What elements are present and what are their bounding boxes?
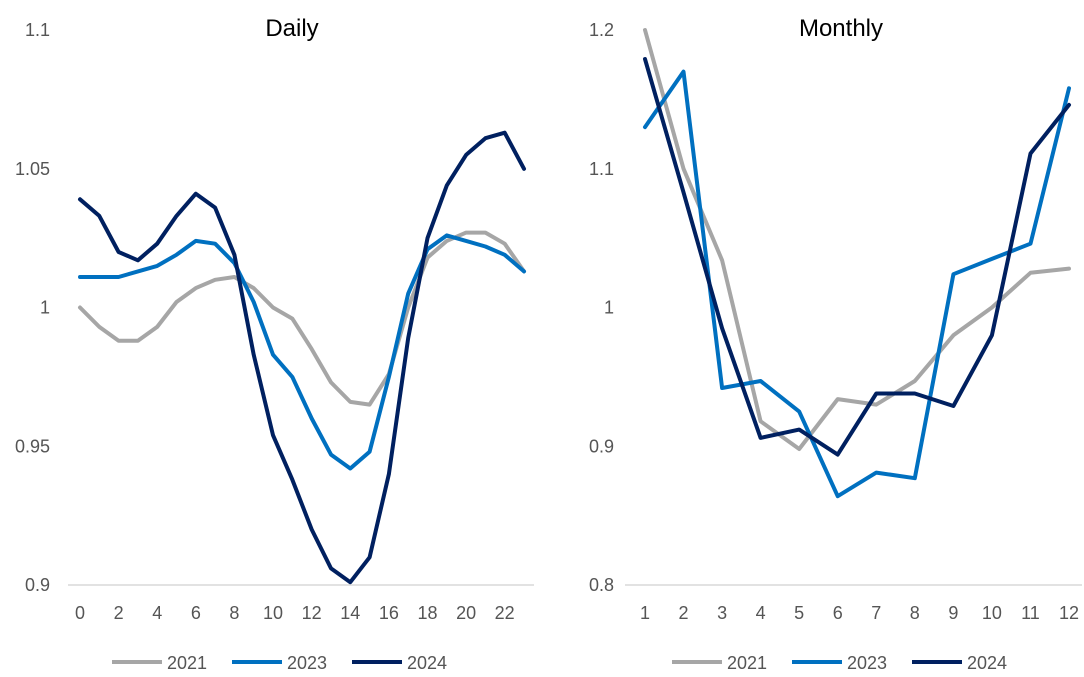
monthly-x-tick-label: 1 <box>640 603 650 623</box>
monthly-x-tick-label: 12 <box>1059 603 1079 623</box>
monthly-x-tick-label: 2 <box>679 603 689 623</box>
daily-series-2024-line <box>78 130 526 585</box>
monthly-x-tick-label: 4 <box>756 603 766 623</box>
daily-x-tick-label: 14 <box>340 603 360 623</box>
monthly-x-tick-label: 10 <box>982 603 1002 623</box>
daily-x-tick-label: 2 <box>114 603 124 623</box>
daily-x-tick-label: 10 <box>263 603 283 623</box>
monthly-y-tick-label: 1 <box>604 298 614 318</box>
daily-series-2021-line <box>78 230 526 407</box>
monthly-x-tick-label: 6 <box>833 603 843 623</box>
daily-x-tick-label: 12 <box>302 603 322 623</box>
daily-x-tick-label: 0 <box>75 603 85 623</box>
daily-series-2023-line <box>78 233 526 471</box>
monthly-x-tick-label: 3 <box>717 603 727 623</box>
daily-x-tick-label: 8 <box>229 603 239 623</box>
monthly-legend-label-2023: 2023 <box>847 653 887 672</box>
monthly-chart-title: Monthly <box>799 15 883 42</box>
monthly-x-tick-label: 9 <box>948 603 958 623</box>
monthly-x-tick-label: 11 <box>1021 603 1040 623</box>
daily-x-tick-label: 18 <box>417 603 437 623</box>
daily-y-tick-label: 1.1 <box>25 20 50 40</box>
daily-x-tick-label: 6 <box>191 603 201 623</box>
daily-legend-label-2024: 2024 <box>407 653 447 672</box>
daily-y-tick-label: 1.05 <box>15 159 50 179</box>
monthly-series-2023-line <box>643 69 1071 499</box>
daily-x-tick-label: 20 <box>456 603 476 623</box>
daily-legend-label-2021: 2021 <box>167 653 207 672</box>
daily-legend-label-2023: 2023 <box>287 653 327 672</box>
monthly-y-tick-label: 0.9 <box>589 436 614 456</box>
monthly-x-tick-label: 7 <box>871 603 881 623</box>
daily-x-tick-label: 22 <box>495 603 515 623</box>
monthly-chart: Monthly 0.80.911.11.21 2 3 4 5 6 7 8 9 10 11 122021… <box>589 15 1082 673</box>
daily-chart: Daily 0.9 0.95 1 1.05 1.1 0 2 4 6 8 10 12 14 16 18 20 22… <box>15 15 534 673</box>
monthly-x-tick-label: 8 <box>910 603 920 623</box>
monthly-series-2021-line <box>643 28 1071 451</box>
monthly-y-tick-label: 1.1 <box>589 159 614 179</box>
monthly-legend-label-2024: 2024 <box>967 653 1007 672</box>
daily-x-tick-label: 4 <box>152 603 162 623</box>
monthly-y-tick-label: 1.2 <box>589 20 614 40</box>
daily-chart-title: Daily <box>265 15 318 42</box>
monthly-series-2024-line <box>643 57 1071 457</box>
monthly-legend-label-2021: 2021 <box>727 653 767 672</box>
monthly-y-tick-label: 0.8 <box>589 575 614 595</box>
daily-y-tick-label: 0.95 <box>15 436 50 456</box>
daily-y-tick-label: 0.9 <box>25 575 50 595</box>
daily-x-tick-label: 16 <box>379 603 399 623</box>
daily-y-tick-label: 1 <box>40 298 50 318</box>
monthly-x-tick-label: 5 <box>794 603 804 623</box>
